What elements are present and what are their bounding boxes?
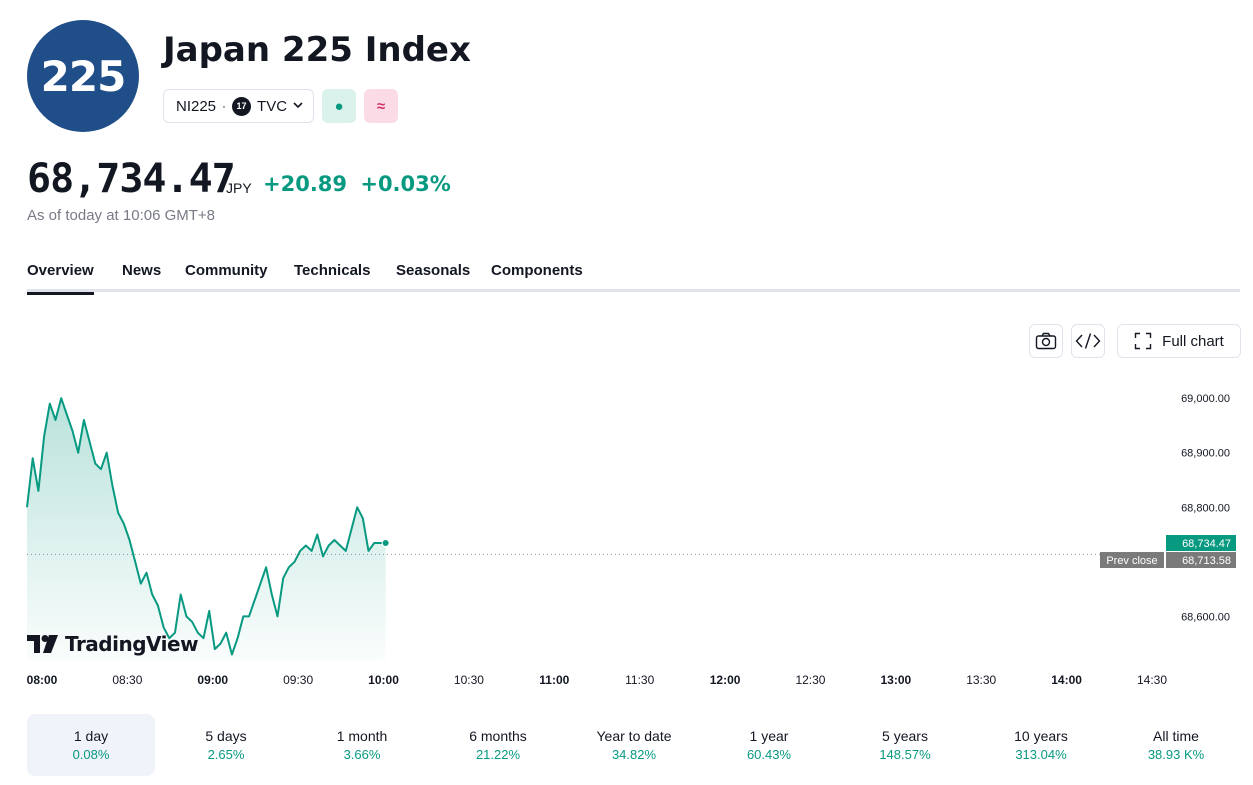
camera-icon — [1035, 332, 1057, 350]
market-status-dot-icon: ● — [334, 97, 344, 115]
currency-label: JPY — [226, 180, 252, 196]
change-absolute: +20.89 — [263, 172, 348, 196]
x-tick-label: 10:00 — [368, 673, 399, 687]
chevron-down-icon — [293, 100, 303, 113]
period-label: 5 days — [205, 728, 247, 744]
last-price-tag — [1166, 535, 1236, 552]
period-label: 1 year — [749, 728, 789, 744]
x-tick-label: 11:30 — [625, 673, 654, 687]
tab-components[interactable]: Components — [491, 262, 583, 279]
period-5-days[interactable]: 5 days 2.65% — [162, 714, 290, 776]
x-tick-label: 10:30 — [454, 673, 484, 687]
separator-dot: · — [222, 99, 227, 113]
period-5-years[interactable]: 5 years 148.57% — [841, 714, 969, 776]
market-open-status-button[interactable]: ● — [322, 89, 357, 123]
x-tick-label: 09:00 — [197, 673, 228, 687]
code-icon — [1075, 333, 1101, 349]
period-change: 38.93 K% — [1147, 747, 1205, 762]
x-tick-label: 14:30 — [1137, 673, 1167, 687]
symbol-exchange-selector[interactable]: NI225 · 17 TVC — [163, 89, 315, 123]
period-change: 148.57% — [879, 747, 931, 762]
change-percent: +0.03% — [360, 172, 451, 196]
price-line — [26, 397, 386, 656]
y-tick-label: 68,900.00 — [1181, 448, 1230, 460]
x-tick-label: 14:00 — [1051, 673, 1082, 687]
period-label: 6 months — [469, 728, 527, 744]
tradingview-logo: TradingView — [27, 632, 199, 656]
period-label: All time — [1153, 728, 1199, 744]
y-tick-label: 68,600.00 — [1181, 611, 1230, 623]
tradingview-logo-text: TradingView — [65, 632, 199, 656]
as-of-timestamp: As of today at 10:06 GMT+8 — [27, 207, 216, 224]
section-tabs: Overview News Community Technicals Seaso… — [27, 262, 1240, 295]
price-change: +20.89 +0.03% — [263, 172, 451, 196]
period-label: 1 month — [336, 728, 388, 744]
x-tick-label: 13:00 — [880, 673, 911, 687]
period-label: 1 day — [73, 728, 109, 744]
x-tick-label: 08:30 — [112, 673, 142, 687]
y-tick-label: 69,000.00 — [1181, 393, 1230, 405]
period-change: 2.65% — [207, 747, 245, 762]
period-change: 0.08% — [72, 747, 110, 762]
fullscreen-icon — [1134, 332, 1152, 350]
tradingview-logo-icon — [27, 635, 58, 653]
exchange-badge-icon: 17 — [232, 96, 252, 116]
prev-close-value-tag — [1166, 552, 1236, 569]
x-tick-label: 12:30 — [795, 673, 825, 687]
price-area — [27, 398, 386, 660]
period-all-time[interactable]: All time 38.93 K% — [1112, 714, 1240, 776]
price-chart[interactable]: 69,000.00 68,900.00 68,800.00 68,600.00 68,7… — [0, 360, 1253, 700]
prev-close-value-label: 68,713.58 — [1182, 555, 1231, 567]
tab-technicals[interactable]: Technicals — [294, 262, 371, 279]
x-tick-label: 13:30 — [966, 673, 996, 687]
tab-community[interactable]: Community — [185, 262, 268, 279]
last-price-tag-label: 68,734.47 — [1182, 538, 1231, 550]
full-chart-button[interactable]: Full chart — [1117, 324, 1241, 358]
y-tick-label: 68,800.00 — [1181, 502, 1230, 514]
symbol-ticker: NI225 — [176, 97, 217, 115]
period-change: 21.22% — [475, 747, 521, 762]
period-change: 3.66% — [343, 747, 381, 762]
period-label: Year to date — [596, 728, 672, 744]
period-6-months[interactable]: 6 months 21.22% — [434, 714, 562, 776]
snapshot-button[interactable] — [1029, 324, 1063, 358]
period-change: 60.43% — [746, 747, 792, 762]
period-1-month[interactable]: 1 month 3.66% — [298, 714, 426, 776]
related-symbols-button[interactable]: ≈ — [364, 89, 399, 123]
period-1-day[interactable]: 1 day 0.08% — [27, 714, 155, 776]
x-tick-label: 12:00 — [710, 673, 741, 687]
period-10-years[interactable]: 10 years 313.04% — [977, 714, 1105, 776]
period-label: 10 years — [1014, 728, 1068, 744]
tab-overview[interactable]: Overview — [27, 262, 94, 295]
symbol-logo: 225 — [27, 20, 139, 132]
page-title: Japan 225 Index — [163, 30, 471, 70]
period-change: 313.04% — [1015, 747, 1067, 762]
exchange-name: TVC — [257, 97, 288, 115]
tab-news[interactable]: News — [122, 262, 162, 279]
embed-code-button[interactable] — [1071, 324, 1105, 358]
full-chart-label: Full chart — [1162, 332, 1224, 350]
tab-seasonals[interactable]: Seasonals — [396, 262, 471, 279]
prev-close-tag — [1100, 552, 1164, 569]
period-selector: 1 day 0.08% 5 days 2.65% 1 month 3.66% 6… — [27, 714, 1240, 776]
last-price-point — [381, 539, 390, 548]
prev-close-tag-label: Prev close — [1106, 555, 1157, 567]
approx-icon: ≈ — [376, 97, 386, 115]
x-tick-label: 11:00 — [539, 673, 569, 687]
period-year-to-date[interactable]: Year to date 34.82% — [570, 714, 698, 776]
period-change: 34.82% — [611, 747, 657, 762]
last-price: 68,734.47 — [27, 156, 236, 202]
x-tick-label: 09:30 — [283, 673, 313, 687]
symbol-meta-row: NI225 · 17 TVC ● ≈ — [163, 89, 399, 123]
period-1-year[interactable]: 1 year 60.43% — [705, 714, 833, 776]
period-label: 5 years — [882, 728, 928, 744]
logo-text: 225 — [40, 51, 127, 101]
x-tick-label: 08:00 — [27, 673, 58, 687]
